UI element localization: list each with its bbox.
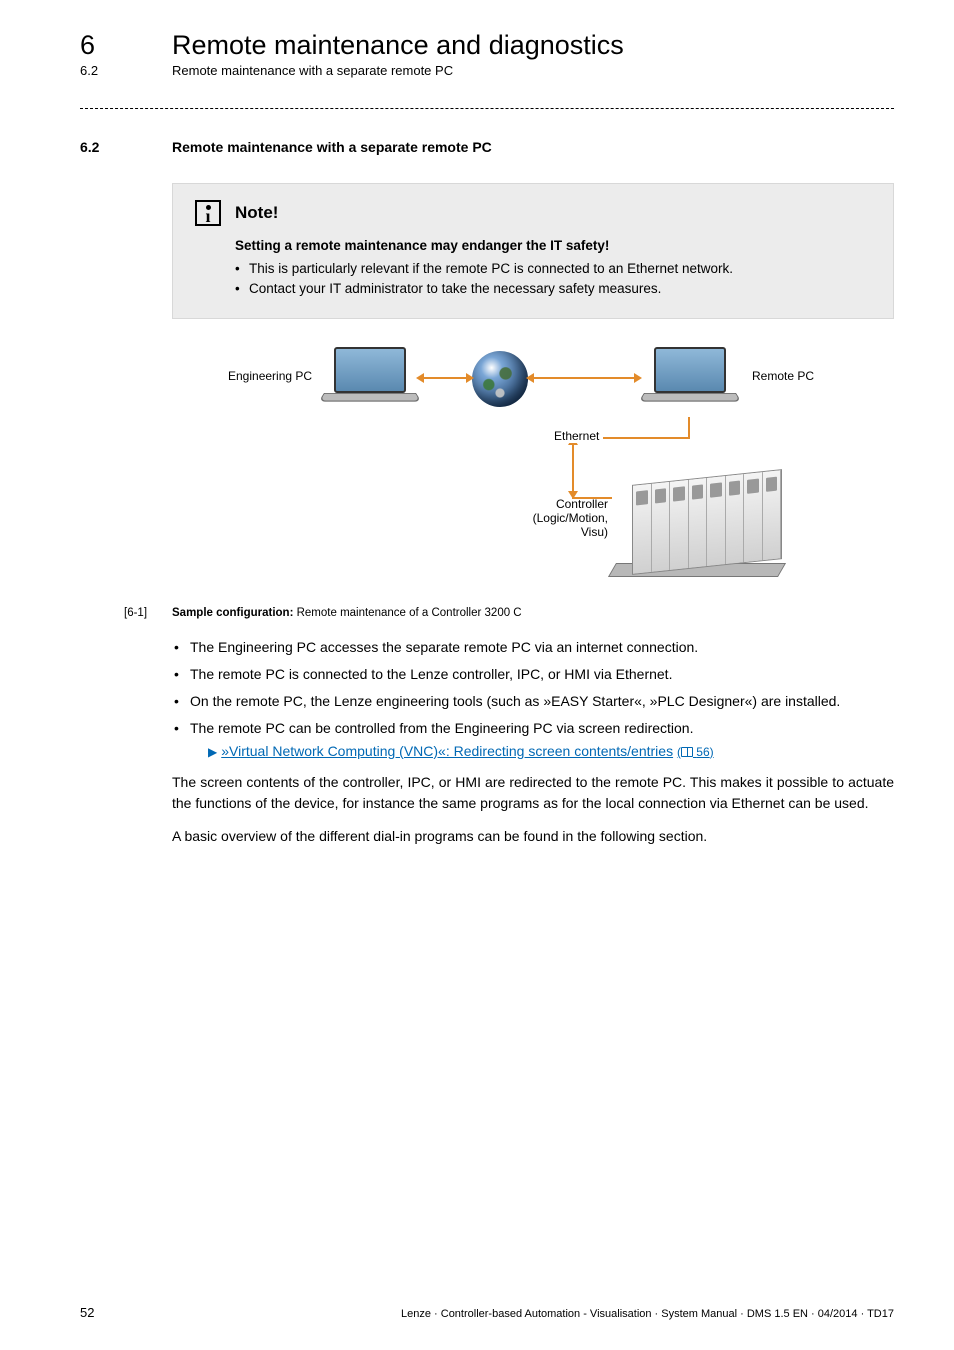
figure-number: [6-1] — [124, 607, 172, 619]
note-heading: Setting a remote maintenance may endange… — [235, 238, 871, 253]
page-number: 52 — [80, 1305, 94, 1320]
note-box: ı Note! Setting a remote maintenance may… — [172, 183, 894, 319]
controller-label: (Logic/Motion, — [522, 511, 608, 525]
controller-label: Controller — [538, 497, 608, 511]
page-reference[interactable]: ( 56) — [677, 745, 714, 759]
info-icon: ı — [195, 200, 221, 226]
subchapter-number: 6.2 — [80, 63, 172, 78]
topology-diagram: Engineering PC Remote PC Ethernet Contro… — [172, 337, 894, 597]
controller-label: Visu) — [538, 525, 608, 539]
ethernet-label: Ethernet — [550, 429, 603, 443]
figure-caption-text: Remote maintenance of a Controller 3200 … — [293, 607, 521, 619]
figure-caption: [6-1] Sample configuration: Remote maint… — [124, 607, 894, 619]
list-item: The Engineering PC accesses the separate… — [172, 637, 894, 658]
triangle-bullet-icon: ▶ — [208, 745, 217, 759]
note-bullet: Contact your IT administrator to take th… — [235, 279, 871, 299]
note-title: Note! — [235, 203, 278, 223]
internet-globe-icon — [472, 351, 528, 407]
connector-arrow — [424, 377, 466, 379]
section-heading: 6.2 Remote maintenance with a separate r… — [80, 139, 894, 155]
list-item-text: The remote PC can be controlled from the… — [190, 720, 693, 736]
engineering-pc-label: Engineering PC — [228, 369, 312, 383]
section-number: 6.2 — [80, 139, 172, 155]
connector-arrow-vertical — [572, 445, 574, 491]
footer-text: Lenze · Controller-based Automation - Vi… — [401, 1308, 894, 1320]
figure-caption-bold: Sample configuration: — [172, 607, 293, 619]
list-item: The remote PC is connected to the Lenze … — [172, 664, 894, 685]
section-title: Remote maintenance with a separate remot… — [172, 139, 492, 155]
connector-arrow — [534, 377, 634, 379]
vnc-cross-reference-link[interactable]: »Virtual Network Computing (VNC)«: Redir… — [221, 743, 673, 759]
page-number-ref: 56 — [696, 745, 709, 759]
controller-graphic — [612, 467, 782, 577]
remote-pc-graphic — [642, 347, 738, 415]
body-paragraph: A basic overview of the different dial-i… — [172, 826, 894, 847]
page-footer: 52 Lenze · Controller-based Automation -… — [80, 1305, 894, 1320]
list-item: On the remote PC, the Lenze engineering … — [172, 691, 894, 712]
chapter-number: 6 — [80, 30, 172, 61]
engineering-pc-graphic — [322, 347, 418, 415]
book-icon — [681, 747, 693, 757]
subchapter-header: 6.2 Remote maintenance with a separate r… — [80, 63, 894, 78]
note-bullet: This is particularly relevant if the rem… — [235, 259, 871, 279]
subchapter-title: Remote maintenance with a separate remot… — [172, 63, 453, 78]
connector-line — [688, 417, 690, 437]
note-bullet-list: This is particularly relevant if the rem… — [235, 259, 871, 300]
remote-pc-label: Remote PC — [752, 369, 814, 383]
body-paragraph: The screen contents of the controller, I… — [172, 772, 894, 814]
chapter-title: Remote maintenance and diagnostics — [172, 30, 624, 61]
list-item: The remote PC can be controlled from the… — [172, 718, 894, 762]
body-bullet-list: The Engineering PC accesses the separate… — [172, 637, 894, 762]
divider-dashed — [80, 108, 894, 109]
chapter-header: 6 Remote maintenance and diagnostics — [80, 30, 894, 61]
